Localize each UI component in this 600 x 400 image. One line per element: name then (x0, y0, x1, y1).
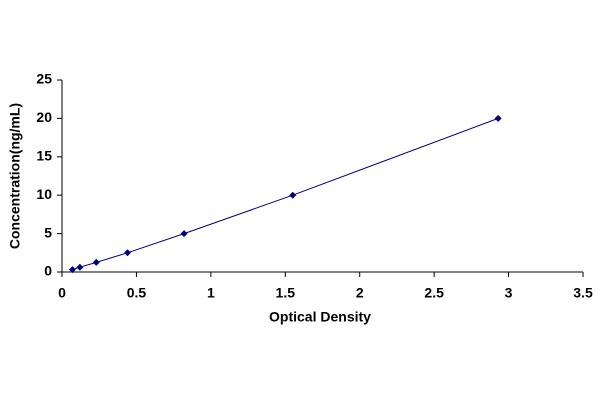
marker (289, 191, 297, 199)
marker (76, 263, 84, 271)
marker (123, 249, 131, 257)
x-tick-label: 0 (58, 285, 66, 301)
x-tick-label: 1.5 (276, 285, 296, 301)
x-axis-label: Optical Density (269, 309, 371, 325)
y-tick-label: 20 (36, 109, 52, 125)
marker (68, 266, 76, 274)
y-tick-label: 15 (36, 148, 52, 164)
x-tick-label: 3 (505, 285, 513, 301)
y-tick-label: 10 (36, 186, 52, 202)
marker (92, 258, 100, 266)
x-tick-label: 2 (356, 285, 364, 301)
marker (180, 230, 188, 238)
y-tick-label: 25 (36, 71, 52, 87)
x-tick-label: 1 (207, 285, 215, 301)
y-tick-label: 0 (44, 263, 52, 279)
marker (494, 114, 502, 122)
x-tick-label: 2.5 (424, 285, 444, 301)
line (72, 117, 499, 271)
x-tick-label: 3.5 (573, 285, 593, 301)
y-tick-label: 5 (44, 224, 52, 240)
y-axis-label: Concentration(ng/mL) (7, 103, 23, 249)
x-tick-label: 0.5 (127, 285, 147, 301)
